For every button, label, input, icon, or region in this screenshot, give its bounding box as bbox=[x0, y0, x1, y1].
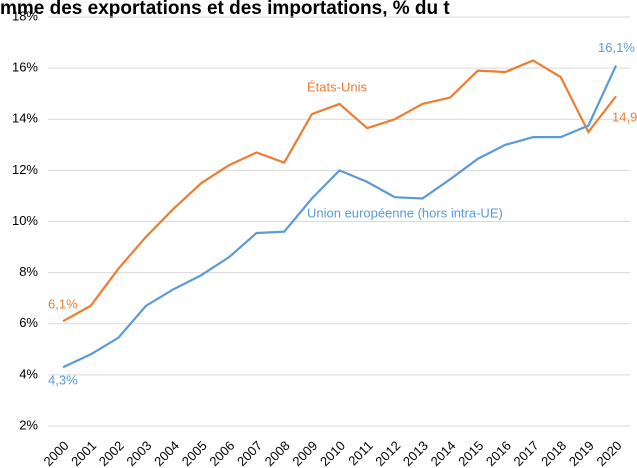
x-tick-label: 2018 bbox=[538, 438, 569, 468]
x-tick-label: 2016 bbox=[483, 438, 514, 468]
x-tick-label: 2005 bbox=[179, 438, 210, 468]
y-tick-label: 2% bbox=[19, 417, 38, 432]
x-tick-label: 2020 bbox=[593, 438, 624, 468]
x-tick-label: 2006 bbox=[206, 438, 237, 468]
series-line bbox=[62, 59, 617, 323]
x-tick-label: 2014 bbox=[428, 438, 459, 468]
y-tick-label: 6% bbox=[19, 315, 38, 330]
x-tick-label: 2000 bbox=[40, 438, 71, 468]
y-tick-label: 4% bbox=[19, 366, 38, 381]
data-label: 14,9% bbox=[612, 110, 637, 125]
series-line bbox=[62, 65, 617, 369]
data-label: 16,1% bbox=[598, 40, 635, 55]
data-label: 4,3% bbox=[48, 373, 78, 388]
series-label: États-Unis bbox=[307, 79, 367, 94]
y-tick-label: 12% bbox=[12, 162, 38, 177]
x-tick-label: 2001 bbox=[68, 438, 99, 468]
chart-title: mme des exportations et des importations… bbox=[0, 0, 450, 19]
x-tick-label: 2012 bbox=[372, 438, 403, 468]
y-tick-label: 8% bbox=[19, 264, 38, 279]
x-tick-label: 2009 bbox=[289, 438, 320, 468]
y-tick-label: 16% bbox=[12, 60, 38, 75]
x-tick-label: 2003 bbox=[123, 438, 154, 468]
x-tick-label: 2010 bbox=[317, 438, 348, 468]
x-tick-label: 2007 bbox=[234, 438, 265, 468]
x-tick-label: 2011 bbox=[345, 438, 375, 468]
x-tick-label: 2019 bbox=[566, 438, 597, 468]
y-tick-label: 14% bbox=[12, 111, 38, 126]
y-tick-label: 10% bbox=[12, 213, 38, 228]
x-tick-label: 2013 bbox=[400, 438, 431, 468]
y-tick-label: 18% bbox=[12, 8, 38, 23]
x-tick-label: 2004 bbox=[151, 438, 182, 468]
x-tick-label: 2002 bbox=[96, 438, 127, 468]
series-label: Union européenne (hors intra-UE) bbox=[307, 205, 503, 220]
x-tick-label: 2017 bbox=[511, 438, 542, 468]
x-tick-label: 2008 bbox=[262, 438, 293, 468]
x-tick-label: 2015 bbox=[455, 438, 486, 468]
data-label: 6,1% bbox=[48, 297, 78, 312]
